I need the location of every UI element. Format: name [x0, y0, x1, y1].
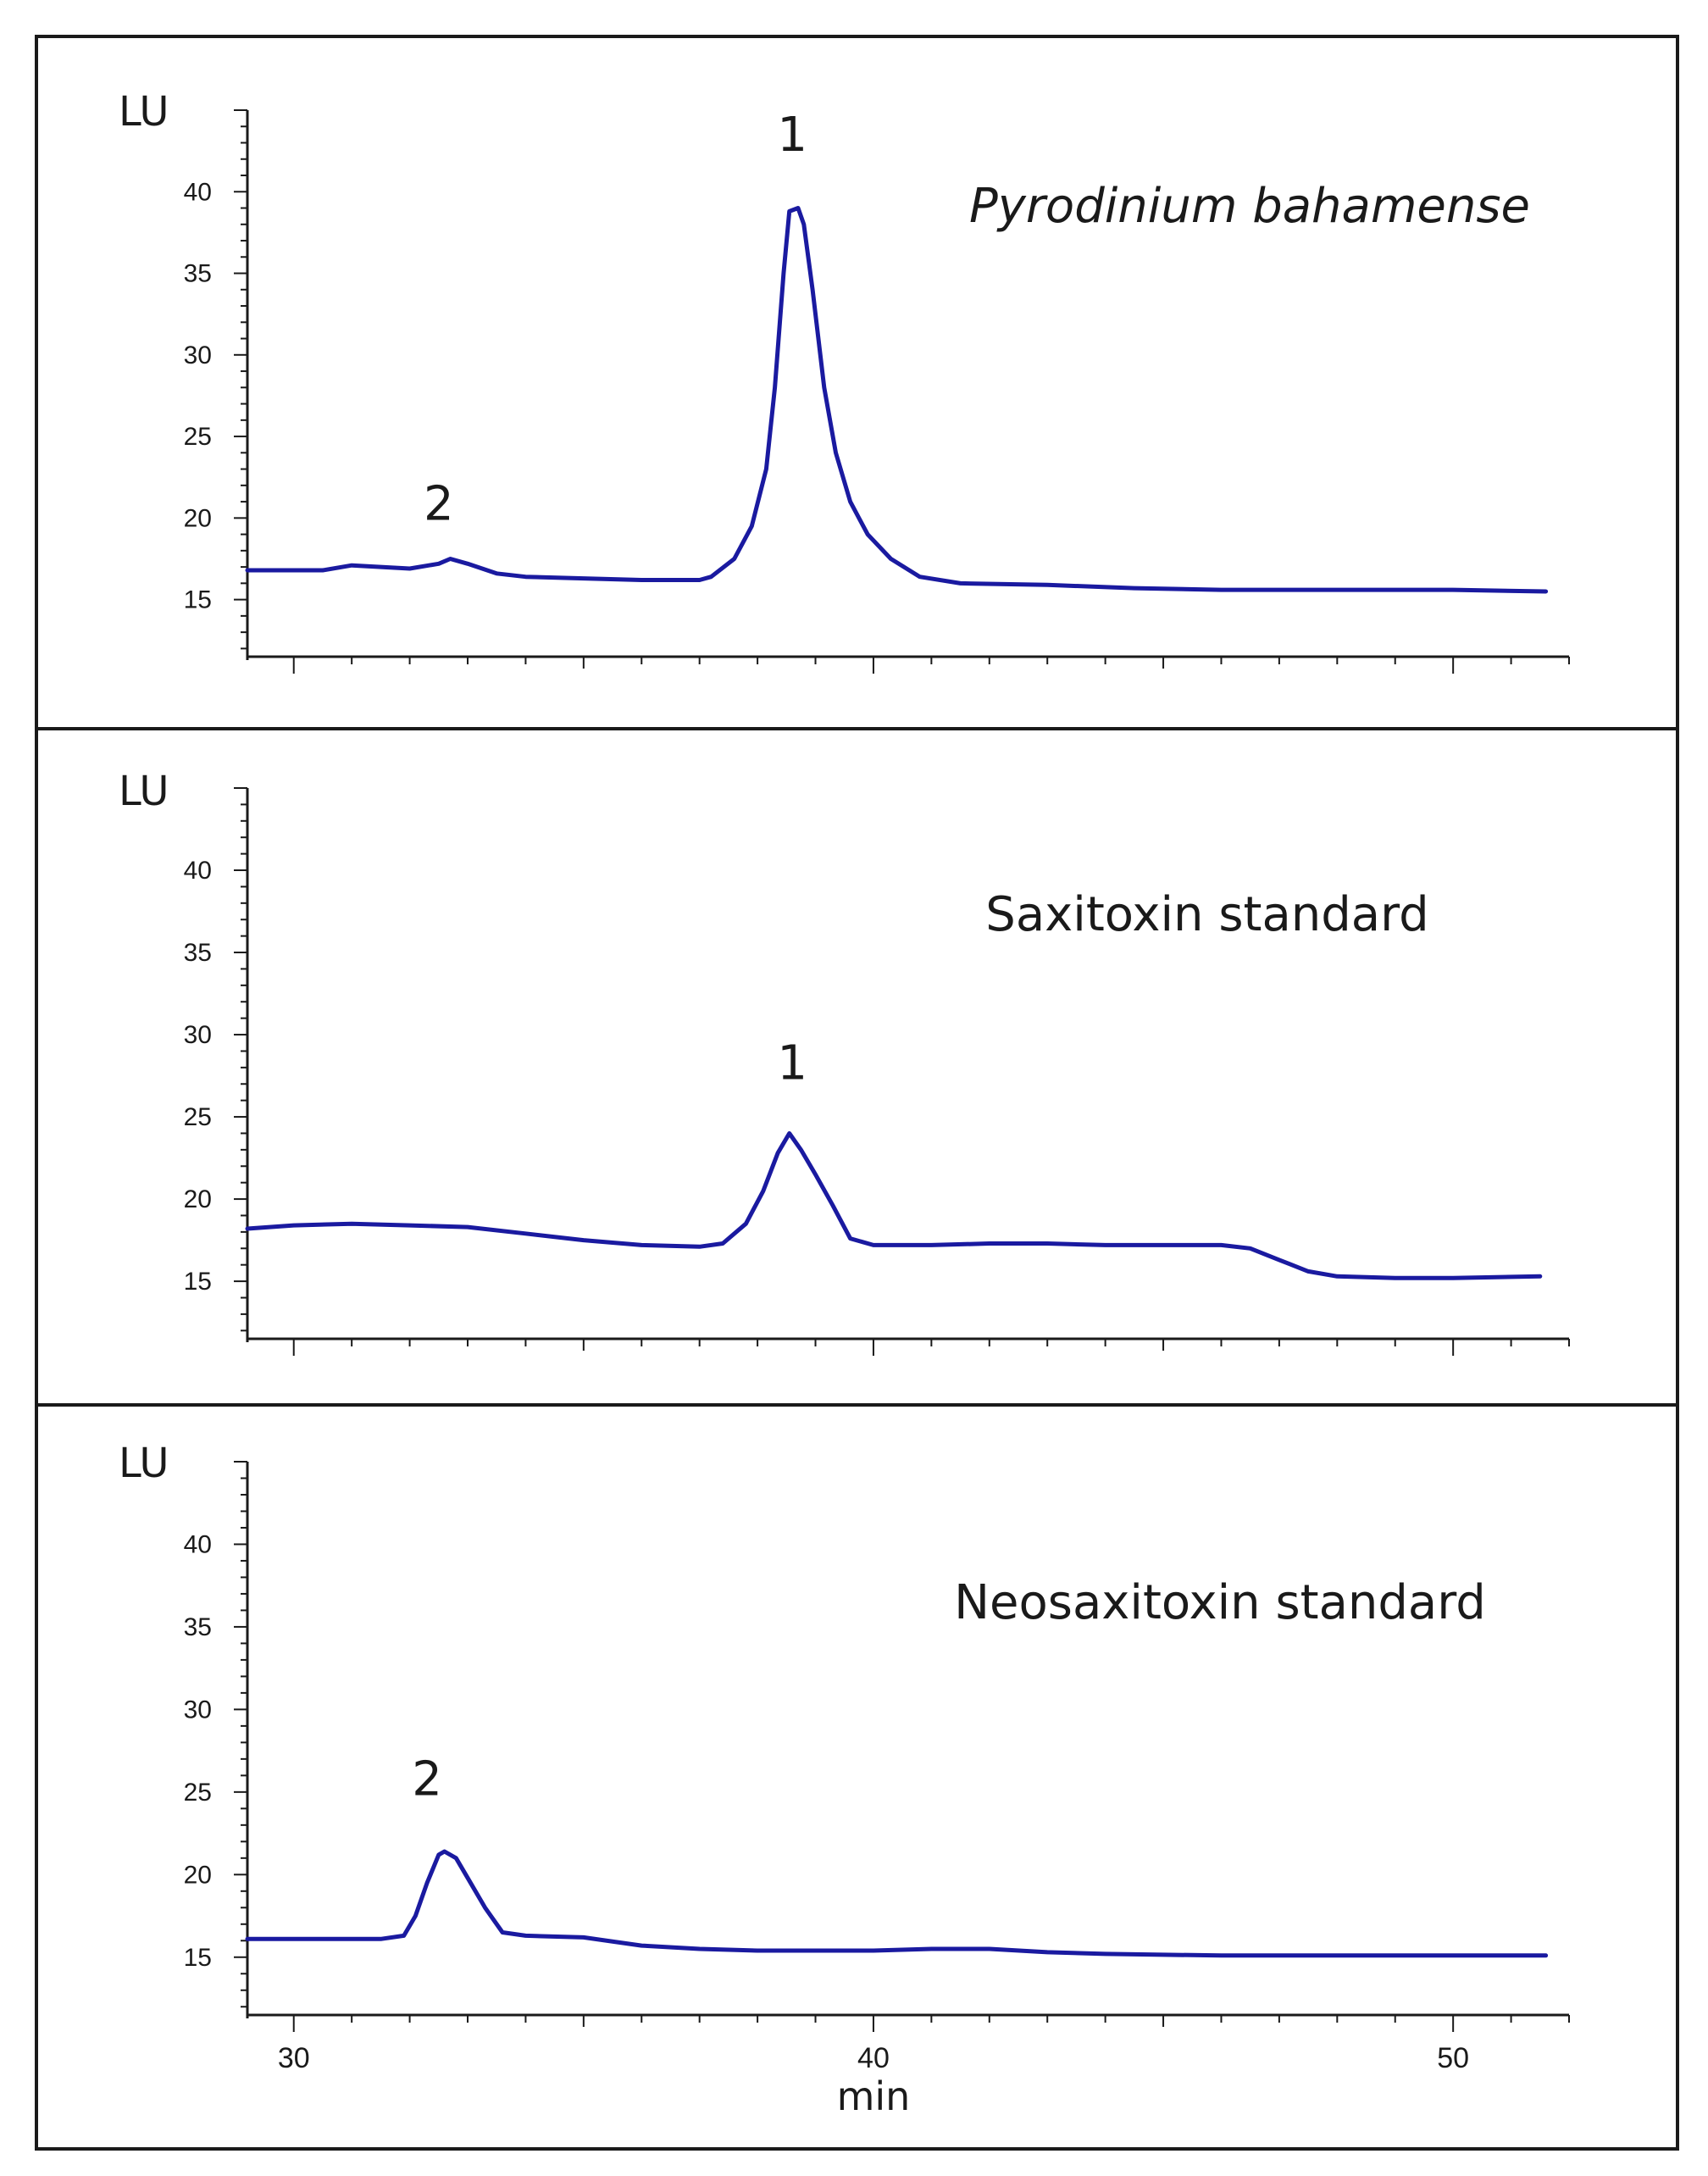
y-tick-label: 20 — [184, 1861, 212, 1889]
y-tick-label: 35 — [184, 939, 212, 967]
peak-label: 1 — [777, 108, 807, 163]
y-tick-label: 40 — [184, 1530, 212, 1558]
series-line — [245, 1849, 1549, 1958]
peak-label: 1 — [777, 1035, 807, 1091]
panel-title: Pyrodinium bahamense — [969, 179, 1530, 234]
y-axis-label: LU — [119, 88, 169, 136]
series-line — [245, 1131, 1543, 1280]
peak-label: 2 — [412, 1752, 442, 1807]
panel-neosaxitoxin: 15 20 25 30 35 40 30 40 50 LU min Neosaxitoxin stan… — [119, 1440, 1570, 2119]
y-tick-label: 30 — [184, 1021, 212, 1049]
y-tick-label: 30 — [184, 1696, 212, 1724]
panel-title: Saxitoxin standard — [985, 887, 1428, 942]
y-tick-label: 25 — [184, 1779, 212, 1807]
y-tick-label: 20 — [184, 504, 212, 532]
y-tick-label: 30 — [184, 341, 212, 369]
panel-saxitoxin: 15 20 25 30 35 40 LU Saxitoxin standard 1 — [119, 768, 1570, 1356]
y-tick-label: 35 — [184, 260, 212, 288]
y-tick-label: 25 — [184, 423, 212, 451]
panel-pyrodinium: 15 20 25 30 35 40 LU Pyrodinium bahamense 1 2 — [119, 88, 1570, 674]
y-axis-label: LU — [119, 768, 169, 815]
y-tick-label: 15 — [184, 586, 212, 614]
y-tick-label: 20 — [184, 1185, 212, 1213]
y-tick-label: 40 — [184, 178, 212, 206]
x-tick-label: 50 — [1437, 2042, 1469, 2074]
y-tick-label: 25 — [184, 1103, 212, 1131]
y-tick-label: 35 — [184, 1613, 212, 1641]
x-tick-label: 40 — [857, 2042, 890, 2074]
y-tick-label: 15 — [184, 1268, 212, 1296]
series-line — [245, 206, 1549, 594]
y-tick-label: 40 — [184, 857, 212, 885]
y-axis-label: LU — [119, 1440, 169, 1487]
peak-label: 2 — [424, 476, 454, 531]
panel-title: Neosaxitoxin standard — [954, 1575, 1486, 1630]
x-axis-label: min — [837, 2073, 911, 2119]
y-tick-label: 15 — [184, 1944, 212, 1972]
figure-frame — [35, 35, 1679, 2151]
x-tick-label: 30 — [278, 2042, 310, 2074]
